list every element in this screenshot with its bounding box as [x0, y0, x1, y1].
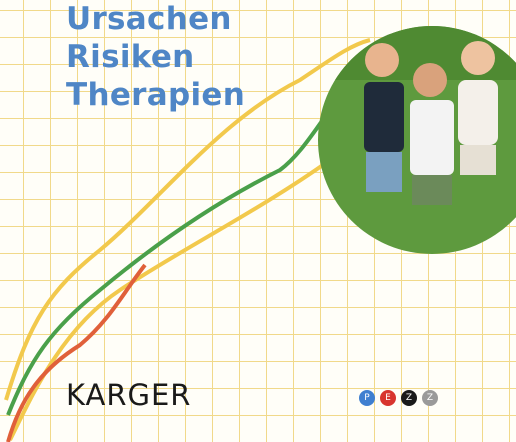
title-line: Therapien: [66, 78, 245, 112]
logo-letter: E: [385, 393, 391, 403]
logo-letter: Z: [406, 393, 412, 403]
title-line: Ursachen: [66, 2, 232, 36]
curve: [8, 265, 145, 442]
title-line: Risiken: [66, 40, 195, 74]
curve: [8, 110, 330, 415]
logo-letter: Z: [427, 393, 433, 403]
photo: [310, 20, 516, 270]
book-cover: P E Z Z Ursachen Risiken Therapien KARGE…: [0, 0, 516, 442]
logo-letter: P: [364, 393, 370, 403]
publisher: KARGER: [66, 378, 191, 412]
